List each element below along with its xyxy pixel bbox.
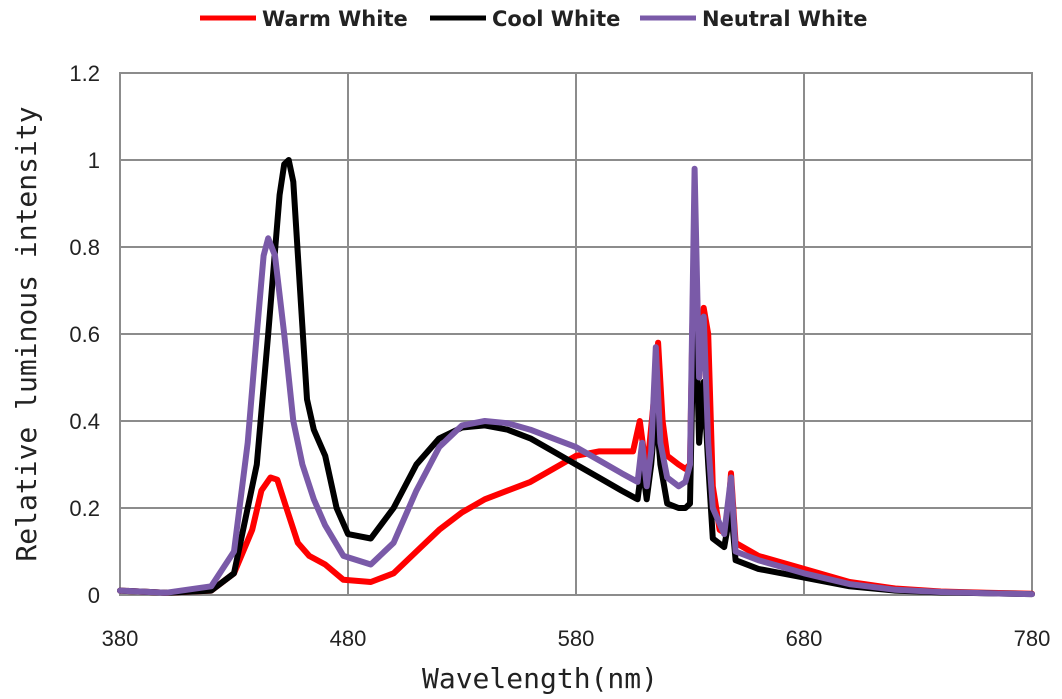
y-tick-label: 0	[88, 583, 100, 608]
x-tick-label: 480	[330, 626, 367, 651]
legend-label-cool-white: Cool White	[492, 7, 620, 31]
series-line-neutral-white	[117, 165, 1035, 598]
y-tick-label: 1.2	[69, 61, 100, 86]
x-axis-label: Wavelength(nm)	[422, 662, 658, 695]
y-tick-labels: 0 0.2 0.4 0.6 0.8 1 1.2	[69, 61, 100, 608]
y-tick-label: 0.4	[69, 409, 100, 434]
y-tick-label: 1	[88, 148, 100, 173]
x-tick-labels: 380 480 580 680 780	[102, 626, 1051, 651]
legend-label-warm-white: Warm White	[262, 7, 408, 31]
x-tick-label: 380	[102, 626, 139, 651]
y-axis-label: Relative luminous intensity	[10, 106, 43, 561]
legend-label-neutral-white: Neutral White	[702, 7, 867, 31]
y-tick-label: 0.2	[69, 496, 100, 521]
legend: Warm White Cool White Neutral White	[200, 7, 867, 31]
y-tick-label: 0.8	[69, 235, 100, 260]
series-lines	[117, 157, 1035, 598]
grid-lines	[119, 72, 1033, 596]
plot-area-border	[119, 72, 1033, 596]
x-tick-label: 780	[1014, 626, 1051, 651]
x-tick-label: 580	[558, 626, 595, 651]
y-tick-label: 0.6	[69, 322, 100, 347]
x-tick-label: 680	[786, 626, 823, 651]
